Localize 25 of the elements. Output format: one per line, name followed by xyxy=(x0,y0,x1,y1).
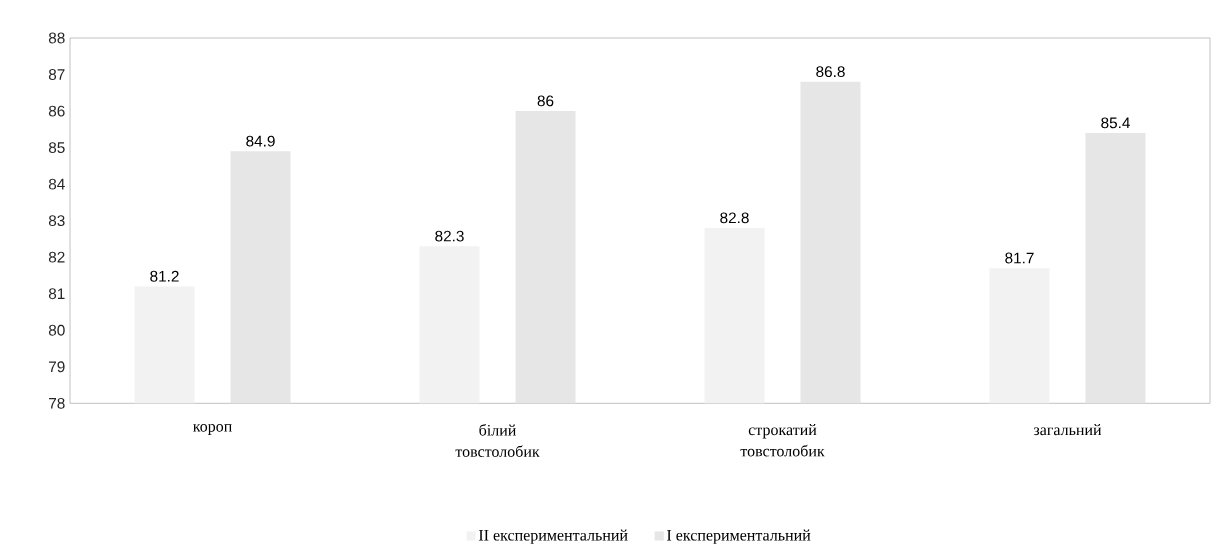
y-tick-label: 80 xyxy=(48,324,65,336)
x-tick-label: загальний xyxy=(1033,424,1102,436)
y-tick-label: 83 xyxy=(48,215,65,227)
x-tick-label: білий товстолобик xyxy=(455,424,540,457)
data-label: 86 xyxy=(537,95,554,107)
data-label: 84.9 xyxy=(246,135,275,147)
data-label: 81.2 xyxy=(150,270,179,282)
legend-label: I експериментальний xyxy=(667,529,811,544)
y-tick-label: 86 xyxy=(48,105,65,117)
data-label: 86.8 xyxy=(816,66,845,78)
y-tick-label: 85 xyxy=(48,142,65,154)
y-tick-label: 87 xyxy=(48,69,65,80)
y-tick-label: 78 xyxy=(49,397,65,409)
x-tick-label: строкатий товстолобик xyxy=(740,424,825,457)
data-label: 81.7 xyxy=(1005,252,1034,264)
data-label: 85.4 xyxy=(1101,117,1130,129)
y-tick-label: 88 xyxy=(48,32,65,44)
legend-label: II експериментальний xyxy=(478,529,628,544)
y-tick-label: 79 xyxy=(49,361,65,373)
x-tick-label: короп xyxy=(193,424,232,435)
data-label: 82.8 xyxy=(720,212,749,224)
y-tick-label: 82 xyxy=(48,251,65,263)
data-label: 82.3 xyxy=(435,230,464,242)
y-tick-label: 81 xyxy=(48,288,65,300)
y-tick-label: 84 xyxy=(48,178,65,190)
